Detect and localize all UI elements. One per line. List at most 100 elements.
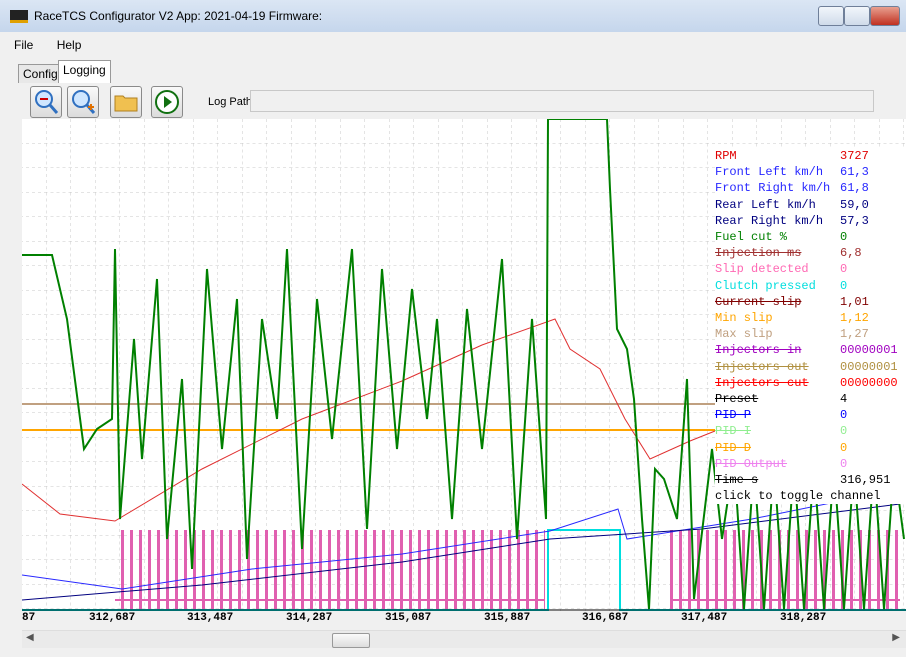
channel-row[interactable]: PID I 0 xyxy=(715,423,905,439)
channel-value: 61,3 xyxy=(840,165,869,180)
tab[interactable]: Logging xyxy=(58,60,111,83)
channel-value: 316,951 xyxy=(840,473,891,488)
channel-name: Injectors cut xyxy=(715,375,809,390)
minimize-button[interactable] xyxy=(818,6,844,26)
menu-bar: File Help xyxy=(0,38,87,58)
channel-value: 61,8 xyxy=(840,181,869,196)
channel-value: 0 xyxy=(840,230,848,245)
channel-name: Min slip xyxy=(715,311,773,326)
open-button[interactable] xyxy=(110,86,142,118)
channel-name: Rear Right km/h xyxy=(715,213,824,228)
channel-value: 0 xyxy=(840,262,848,277)
channel-row[interactable]: Slip detected 0 xyxy=(715,261,905,277)
channel-row[interactable]: Rear Left km/h 59,0 xyxy=(715,197,905,213)
log-path-label: Log Path: xyxy=(208,96,256,108)
maximize-button[interactable] xyxy=(844,6,870,26)
channel-row[interactable]: Clutch pressed 0 xyxy=(715,278,905,294)
channel-value: 6,8 xyxy=(840,246,862,261)
menu-item[interactable]: File xyxy=(14,38,34,52)
hint: click to toggle channel xyxy=(715,489,881,504)
channel-row[interactable]: Min slip 1,12 xyxy=(715,310,905,326)
channel-value: 0 xyxy=(840,440,848,455)
channel-value: 4 xyxy=(840,392,848,407)
x-tick-label: 317,487 xyxy=(681,612,728,624)
channel-row[interactable]: Rear Right km/h 57,3 xyxy=(715,213,905,229)
channel-value: 1,27 xyxy=(840,327,869,342)
channel-name: Clutch pressed xyxy=(715,278,816,293)
channel-name: Front Right km/h xyxy=(715,181,831,196)
horizontal-scrollbar[interactable]: ◀ ▶ xyxy=(22,630,906,648)
trace xyxy=(22,503,901,601)
title-bar: RaceTCS Configurator V2 App: 2021-04-19 … xyxy=(0,0,906,32)
channel-row[interactable]: PID Output 0 xyxy=(715,456,905,472)
channel-value: 0 xyxy=(840,278,848,293)
channel-name: Current slip xyxy=(715,294,802,309)
channel-value: 1,01 xyxy=(840,294,869,309)
scroll-thumb[interactable] xyxy=(332,633,370,648)
channel-name: PID P xyxy=(715,408,752,423)
x-tick-label: 312,687 xyxy=(89,612,136,624)
app-icon xyxy=(10,10,28,23)
channel-value: 00000001 xyxy=(840,359,898,374)
play-button[interactable] xyxy=(151,86,183,118)
channel-value: 0 xyxy=(840,456,848,471)
channel-value: 57,3 xyxy=(840,213,869,228)
x-tick-label: 314,287 xyxy=(286,612,333,624)
channel-name: Preset xyxy=(715,392,759,407)
window-title: RaceTCS Configurator V2 App: 2021-04-19 … xyxy=(34,9,323,23)
x-tick-label: 318,287 xyxy=(780,612,827,624)
channel-row[interactable]: Injectors cut 00000000 xyxy=(715,375,905,391)
x-tick-label: 315,087 xyxy=(385,612,432,624)
channel-value: 0 xyxy=(840,408,848,423)
channel-row[interactable]: Max slip 1,27 xyxy=(715,326,905,342)
channel-legend: RPM 3727 Front Left km/h 61,3 Front Right km… xyxy=(715,148,905,505)
channel-value: 00000000 xyxy=(840,375,898,390)
zoom-in-button[interactable] xyxy=(67,86,99,118)
scroll-left[interactable]: ◀ xyxy=(26,632,34,643)
channel-name: Fuel cut % xyxy=(715,230,788,245)
log-path-input[interactable] xyxy=(250,90,874,112)
channel-name: PID Output xyxy=(715,456,788,471)
channel-row[interactable]: PID D 0 xyxy=(715,440,905,456)
channel-row[interactable]: Preset 4 xyxy=(715,391,905,407)
channel-value: 1,12 xyxy=(840,311,869,326)
channel-name: Injectors out xyxy=(715,359,809,374)
x-tick-label: 313,487 xyxy=(187,612,234,624)
channel-value: 00000001 xyxy=(840,343,898,358)
close-button[interactable] xyxy=(870,6,900,26)
channel-name: Injection ms xyxy=(715,246,802,261)
channel-name: Max slip xyxy=(715,327,773,342)
channel-row[interactable]: Front Left km/h 61,3 xyxy=(715,164,905,180)
channel-row[interactable]: Time s 316,951 xyxy=(715,472,905,488)
channel-name: PID I xyxy=(715,424,752,439)
channel-value: 59,0 xyxy=(840,197,869,212)
x-tick-label: 316,687 xyxy=(582,612,629,624)
scroll-right[interactable]: ▶ xyxy=(892,632,900,643)
channel-name: Slip detected xyxy=(715,262,809,277)
channel-name: PID D xyxy=(715,440,752,455)
channel-row[interactable]: Injectors in 00000001 xyxy=(715,342,905,358)
channel-row[interactable]: Injection ms 6,8 xyxy=(715,245,905,261)
trace xyxy=(22,119,723,610)
x-tick-label: 87 xyxy=(22,612,36,624)
x-tick-label: 315,887 xyxy=(484,612,531,624)
trace xyxy=(22,488,901,590)
channel-name: Front Left km/h xyxy=(715,165,824,180)
channel-name: RPM xyxy=(715,149,737,163)
channel-row[interactable]: Front Right km/h 61,8 xyxy=(715,180,905,196)
channel-row[interactable]: Injectors out 00000001 xyxy=(715,359,905,375)
tab[interactable]: Config xyxy=(18,64,63,83)
channel-name: Injectors in xyxy=(715,343,802,358)
zoom-out-button[interactable] xyxy=(30,86,62,118)
trace xyxy=(22,318,716,522)
channel-row[interactable]: PID P 0 xyxy=(715,407,905,423)
channel-row[interactable]: Current slip 1,01 xyxy=(715,294,905,310)
channel-value: 0 xyxy=(840,424,848,439)
channel-row[interactable]: RPM 3727 xyxy=(715,148,905,164)
channel-row[interactable]: Fuel cut % 0 xyxy=(715,229,905,245)
x-axis-labels: 87 312,687 313,487 314,287 315,087 315,887 316… xyxy=(22,612,906,626)
channel-value: 3727 xyxy=(840,149,869,163)
channel-name: Rear Left km/h xyxy=(715,197,816,212)
menu-item[interactable]: Help xyxy=(56,38,82,52)
